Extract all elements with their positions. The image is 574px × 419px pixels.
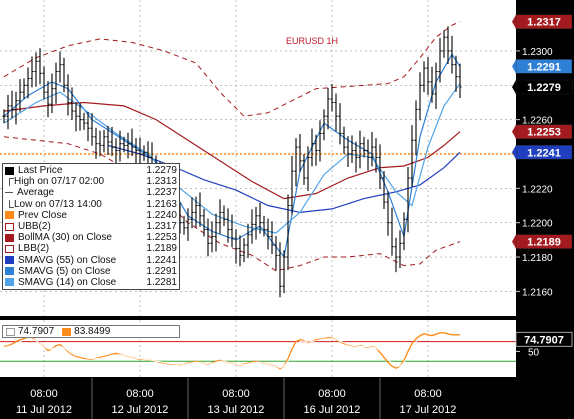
chart-legend: Last Price 1.2279 High on 07/17 02:00 1.231…	[2, 163, 180, 291]
x-tick-time-0: 08:00	[30, 388, 58, 400]
axis-tag-pointer-3	[512, 124, 516, 139]
y-tick-label-2: 1.2200	[522, 219, 553, 230]
axis-tag-label-1: 1.2291	[527, 61, 561, 73]
oscillator-legend-value-2: 83.8499	[74, 326, 111, 337]
legend-value: 1.2237	[146, 187, 177, 199]
x-tick-time-3: 08:00	[318, 388, 346, 400]
x-axis-ticks: 08:00 11 Jul 2012 08:00 12 Jul 2012 08:00 13 …	[16, 378, 456, 419]
legend-label: Average	[17, 187, 55, 199]
legend-swatch	[9, 177, 14, 186]
right-axis-tags: 1.2317 1.2291 1.2279 1.2253 1.2241 1.2189	[512, 14, 573, 249]
axis-tag-pointer-5	[512, 234, 516, 249]
legend-label: Last Price	[18, 165, 63, 176]
legend-item: Prev Close 1.2240	[5, 210, 177, 221]
axis-tag-label-5: 1.2189	[527, 237, 561, 249]
series-line-6	[3, 83, 461, 234]
series-line-1	[3, 21, 461, 117]
osc-y-tick-label-0: 50	[528, 347, 540, 358]
legend-value: 1.2163	[146, 198, 177, 210]
legend-swatch	[5, 211, 14, 220]
legend-value: 1.2281	[146, 276, 177, 288]
legend-value: 1.2279	[146, 165, 177, 176]
oscillator-right-axis-tags: 74.7907	[515, 331, 573, 347]
legend-label: BollMA (30) on Close	[18, 232, 112, 244]
oscillator-series	[3, 332, 461, 370]
legend-label: LBB(2)	[18, 243, 50, 255]
oscillator-legend-swatch-2	[62, 327, 72, 336]
legend-swatch	[5, 166, 14, 175]
oscillator-legend-value-1: 74.7907	[18, 326, 55, 337]
legend-value: 1.2313	[146, 176, 177, 188]
axis-tag-label-0: 1.2317	[527, 17, 561, 29]
oscillator-y-axis-ticks: 50	[516, 347, 540, 358]
legend-swatch	[5, 233, 14, 242]
y-tick-label-0: 1.2160	[522, 287, 553, 298]
axis-tag-pointer-1	[512, 59, 516, 74]
legend-value: 1.2291	[146, 265, 177, 277]
legend-item: High on 07/17 02:00 1.2313	[5, 176, 177, 187]
x-tick-time-4: 08:00	[414, 388, 442, 400]
axis-tag-pointer-4	[512, 145, 516, 160]
x-tick-date-2: 13 Jul 2012	[208, 404, 265, 416]
legend-item: SMAVG (14) on Close 1.2281	[5, 277, 177, 288]
legend-value: 1.2241	[146, 254, 177, 266]
legend-label: SMAVG (14) on Close	[18, 276, 117, 288]
legend-swatch	[5, 278, 14, 287]
oscillator-legend-swatch-1	[6, 327, 15, 336]
legend-label: Low on 07/13 14:00	[14, 198, 102, 210]
series-line-3	[3, 136, 461, 272]
oscillator-legend: 74.7907 83.8499	[2, 325, 180, 338]
x-tick-date-3: 16 Jul 2012	[304, 404, 361, 416]
legend-item: UBB(2) 1.2317	[5, 221, 177, 232]
x-tick-date-1: 12 Jul 2012	[112, 404, 169, 416]
legend-value: 1.2189	[146, 243, 177, 255]
x-tick-date-0: 11 Jul 2012	[16, 404, 72, 416]
axis-tag-label-4: 1.2241	[527, 147, 561, 159]
osc-series-line-1	[3, 334, 461, 369]
legend-value: 1.2317	[146, 220, 177, 232]
legend-item: SMAVG (55) on Close 1.2241	[5, 255, 177, 266]
y-tick-label-5: 1.2260	[522, 116, 553, 127]
legend-swatch	[5, 267, 14, 276]
legend-value: 1.2253	[146, 232, 177, 244]
chart-title: EURUSD 1H	[286, 36, 338, 46]
axis-tag-label-2: 1.2279	[527, 82, 561, 94]
osc-axis-tag-0	[515, 331, 573, 347]
y-tick-label-7: 1.2300	[522, 47, 553, 58]
legend-label: UBB(2)	[18, 220, 51, 232]
legend-item: LBB(2) 1.2189	[5, 243, 177, 254]
x-tick-time-1: 08:00	[126, 388, 154, 400]
axis-tag-label-3: 1.2253	[527, 127, 561, 139]
axis-tag-pointer-2	[512, 80, 516, 95]
legend-swatch	[5, 192, 13, 194]
legend-label: High on 07/17 02:00	[14, 176, 105, 188]
osc-axis-tag-label-0: 74.7907	[524, 334, 564, 346]
x-tick-time-2: 08:00	[222, 388, 250, 400]
legend-swatch	[5, 222, 14, 231]
legend-item: Low on 07/13 14:00 1.2163	[5, 199, 177, 210]
legend-item: Average 1.2237	[5, 187, 177, 198]
legend-label: SMAVG (5) on Close	[18, 265, 111, 277]
legend-item: Last Price 1.2279	[5, 165, 177, 176]
x-tick-date-4: 17 Jul 2012	[400, 404, 457, 416]
legend-value: 1.2240	[146, 209, 177, 221]
legend-swatch	[5, 244, 14, 253]
legend-item: BollMA (30) on Close 1.2253	[5, 232, 177, 243]
axis-tag-pointer-0	[512, 14, 516, 29]
legend-label: SMAVG (55) on Close	[18, 254, 117, 266]
legend-item: SMAVG (5) on Close 1.2291	[5, 266, 177, 277]
y-tick-label-3: 1.2220	[522, 184, 553, 195]
legend-label: Prev Close	[18, 209, 67, 221]
legend-swatch	[5, 256, 14, 265]
legend-swatch	[9, 200, 14, 209]
y-tick-label-1: 1.2180	[522, 253, 553, 264]
